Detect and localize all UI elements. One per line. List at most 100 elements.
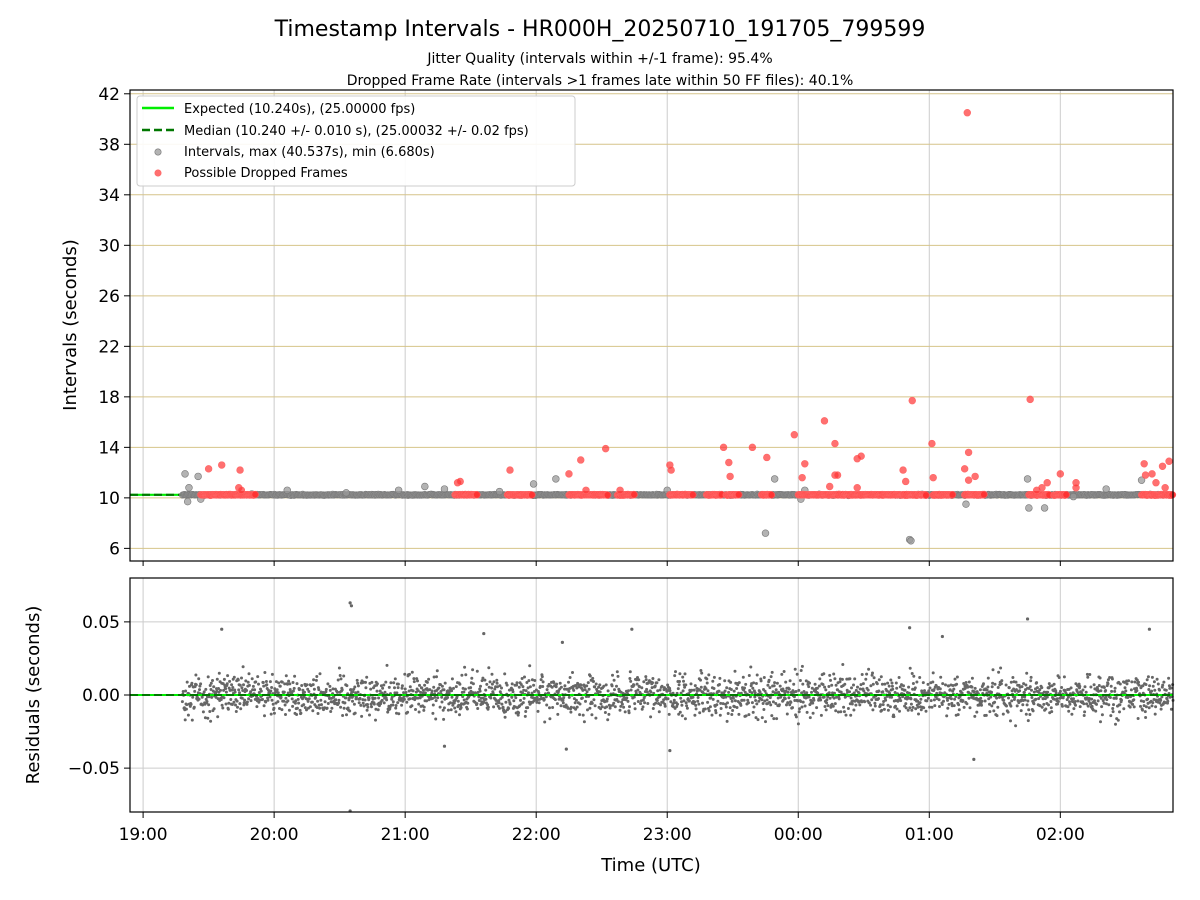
residual-point <box>311 683 315 687</box>
residual-point <box>1055 697 1059 701</box>
residual-point <box>351 699 354 703</box>
residual-point <box>794 715 798 719</box>
residual-point <box>1112 703 1115 707</box>
residual-point <box>352 702 356 706</box>
residual-point <box>370 680 374 684</box>
residual-point <box>697 702 701 706</box>
residual-point <box>737 681 741 685</box>
residual-point <box>464 673 468 677</box>
residual-point <box>411 689 415 693</box>
residual-point <box>680 703 684 707</box>
residual-point <box>587 687 591 691</box>
dropped-frame-point <box>1072 484 1080 492</box>
residual-point <box>394 704 398 707</box>
residual-point <box>356 681 360 685</box>
residual-point <box>247 672 251 676</box>
residual-point <box>1000 679 1004 683</box>
residual-point <box>944 683 947 687</box>
residual-point <box>654 701 658 705</box>
residual-point <box>642 680 646 684</box>
residual-point <box>559 704 563 708</box>
residual-point <box>543 720 547 724</box>
residual-point <box>567 689 571 693</box>
residual-point <box>749 665 753 669</box>
residual-point <box>717 689 721 693</box>
dropped-frame-point <box>1056 470 1065 478</box>
residual-point <box>240 696 244 700</box>
residual-point <box>795 672 799 676</box>
residual-point <box>220 703 224 707</box>
residual-point <box>685 706 689 710</box>
residual-point <box>593 704 597 708</box>
residual-point <box>1002 698 1006 702</box>
residual-point <box>255 705 259 709</box>
residual-point <box>349 604 354 608</box>
residual-point <box>1082 702 1086 706</box>
residual-point <box>770 670 774 674</box>
residual-point <box>212 707 216 711</box>
residual-point <box>856 685 859 689</box>
bottom-y-tick-label: 0.05 <box>82 613 120 633</box>
residual-point <box>989 695 993 699</box>
residual-point <box>442 717 446 721</box>
residual-point <box>240 676 243 680</box>
interval-point <box>185 484 193 492</box>
residual-point <box>205 700 209 703</box>
dropped-frame-point <box>899 466 907 474</box>
residual-point <box>348 601 352 605</box>
residual-point <box>961 699 965 703</box>
residual-point <box>772 717 776 721</box>
residual-point <box>751 710 755 714</box>
bottom-plot: −0.050.000.05 19:00 20:00 21:00 22:00 23:00 0… <box>23 577 1175 876</box>
residual-point <box>683 672 687 676</box>
residual-point <box>201 710 205 714</box>
residual-point <box>706 689 710 693</box>
residual-point <box>1147 706 1151 710</box>
residual-point <box>391 700 395 704</box>
residual-point <box>723 679 727 683</box>
residual-point <box>582 720 586 724</box>
residual-point <box>400 684 404 688</box>
residual-point <box>539 678 543 682</box>
residual-point <box>1020 685 1024 689</box>
residual-point <box>1158 688 1161 692</box>
residual-point <box>1014 724 1018 728</box>
residual-point <box>552 681 556 685</box>
residual-point <box>825 701 829 705</box>
residual-point <box>800 664 804 668</box>
residual-point <box>385 663 389 667</box>
residual-point <box>270 686 274 689</box>
residual-point <box>278 684 282 688</box>
residual-point <box>1094 709 1098 713</box>
residual-point <box>731 709 735 712</box>
x-axis-label: Time (UTC) <box>600 855 701 876</box>
residual-point <box>264 680 268 683</box>
residual-point <box>330 706 334 710</box>
residual-point <box>732 689 736 693</box>
residual-point <box>975 710 979 714</box>
residual-point <box>469 686 473 690</box>
residual-point <box>435 669 439 673</box>
residual-point <box>940 703 944 706</box>
residual-point <box>694 703 698 707</box>
residual-point <box>962 705 966 709</box>
residual-point <box>811 701 815 705</box>
residual-point <box>1151 684 1155 688</box>
residual-point <box>685 704 689 708</box>
residual-point <box>209 719 213 723</box>
bottom-y-tick-label: −0.05 <box>68 759 120 779</box>
residual-point <box>822 672 826 676</box>
residual-point <box>909 697 913 701</box>
residual-point <box>541 685 545 688</box>
residual-point <box>911 705 915 709</box>
residual-point <box>912 674 916 678</box>
residual-point <box>250 677 254 681</box>
residual-point <box>358 696 362 700</box>
residual-point <box>603 711 607 714</box>
residual-point <box>819 713 823 717</box>
residual-point <box>1114 696 1118 700</box>
residual-point <box>667 712 671 716</box>
dropped-frame-point <box>767 491 776 499</box>
residual-point <box>956 713 960 717</box>
residual-point <box>693 684 697 688</box>
